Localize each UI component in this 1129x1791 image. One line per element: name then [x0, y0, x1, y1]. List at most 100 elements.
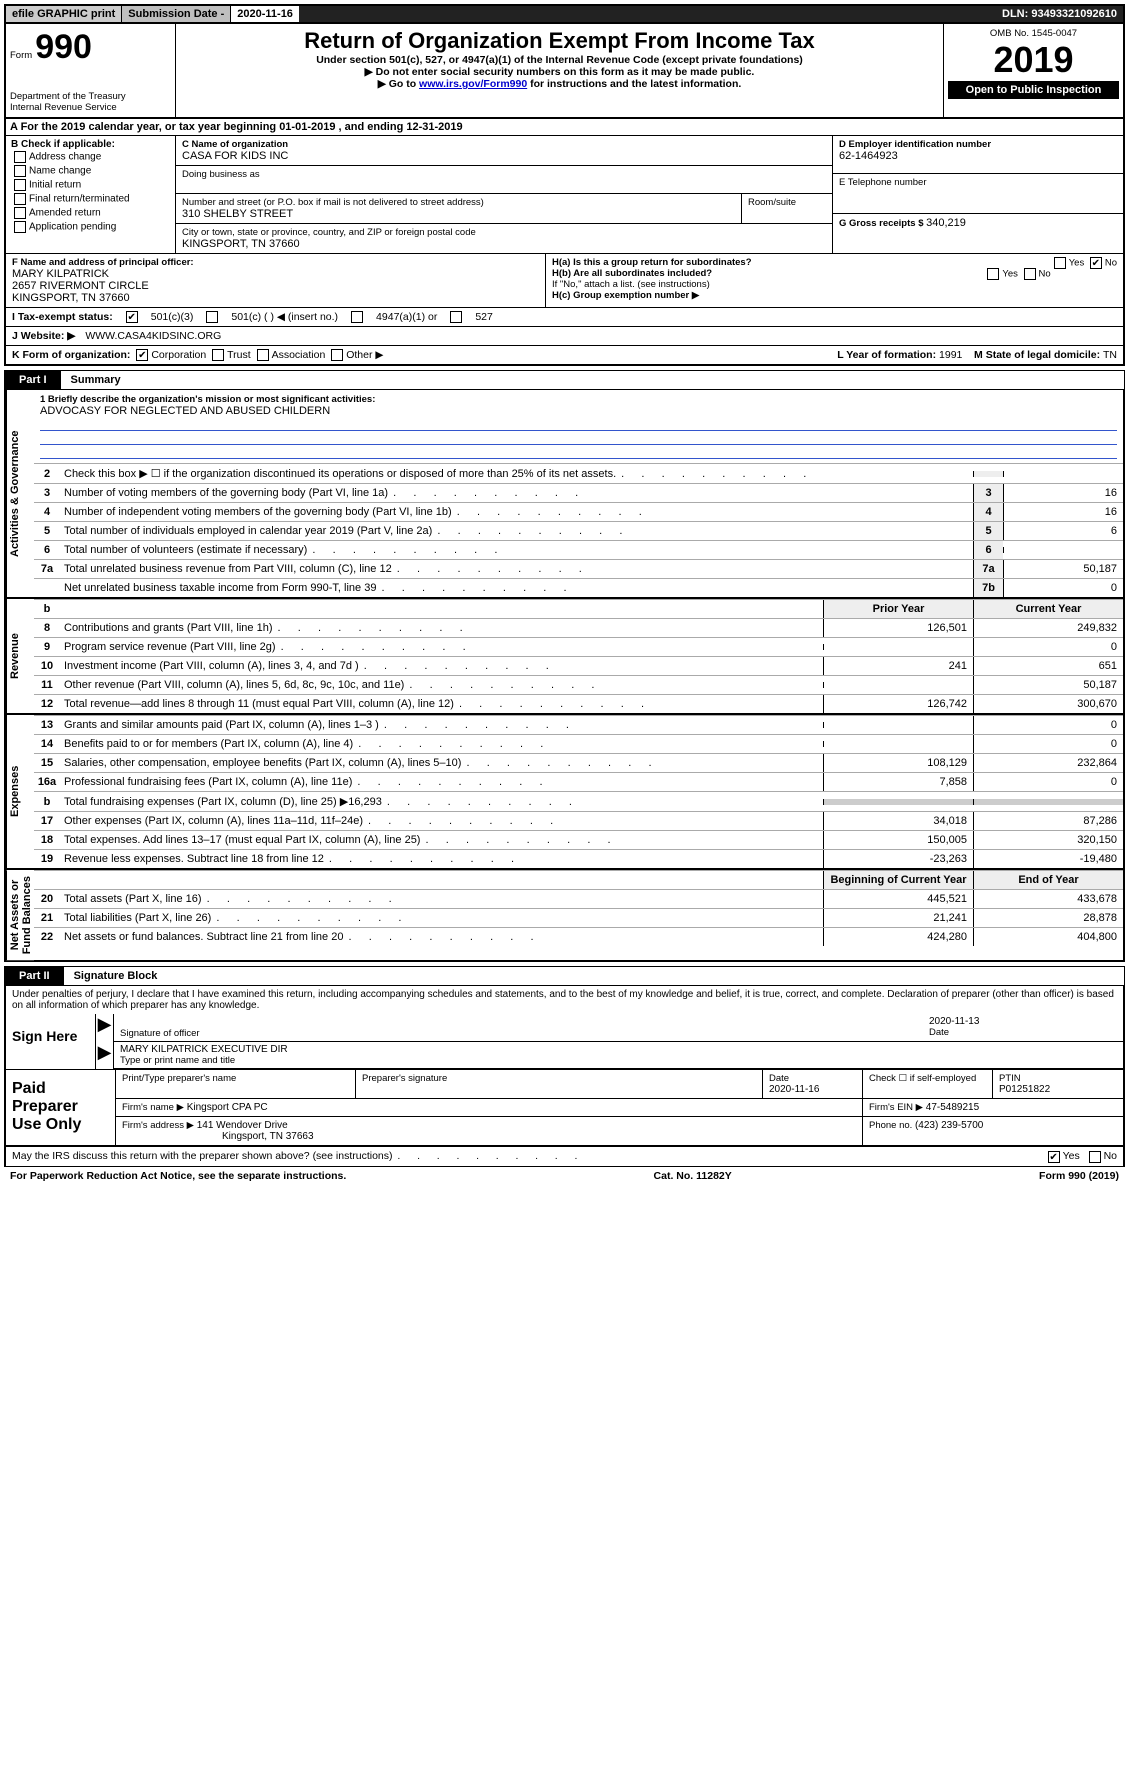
- sig-name-label: Type or print name and title: [120, 1055, 1117, 1066]
- status-label: I Tax-exempt status:: [12, 311, 113, 323]
- box-deg: D Employer identification number 62-1464…: [833, 136, 1123, 253]
- org-street: 310 SHELBY STREET: [182, 208, 735, 220]
- section-revenue: Revenue b Prior Year Current Year 8Contr…: [4, 599, 1125, 715]
- form-title: Return of Organization Exempt From Incom…: [180, 28, 939, 54]
- sign-here-block: Sign Here ▶ Signature of officer 2020-11…: [4, 1014, 1125, 1070]
- box-g-label: G Gross receipts $: [839, 218, 926, 229]
- opt-4947: 4947(a)(1) or: [376, 311, 437, 323]
- m-label: M State of legal domicile:: [974, 349, 1103, 361]
- sig-date-label: Date: [929, 1027, 1117, 1038]
- org-name: CASA FOR KIDS INC: [182, 150, 826, 162]
- box-b-label: B Check if applicable:: [11, 139, 170, 150]
- efile-label: efile GRAPHIC print: [6, 6, 121, 22]
- phone-label: Phone no.: [869, 1120, 915, 1131]
- section-governance: Activities & Governance 1 Briefly descri…: [4, 390, 1125, 599]
- submission-date-value: 2020-11-16: [230, 6, 299, 22]
- l-value: 1991: [939, 349, 962, 361]
- chk-final-return: Final return/terminated: [29, 194, 130, 205]
- data-line: 19Revenue less expenses. Subtract line 1…: [34, 849, 1123, 868]
- chk-501c3: [126, 311, 138, 323]
- data-line: 20Total assets (Part X, line 16)445,5214…: [34, 889, 1123, 908]
- data-line: 14Benefits paid to or for members (Part …: [34, 734, 1123, 753]
- box-f-label: F Name and address of principal officer:: [12, 257, 539, 268]
- website-value: WWW.CASA4KIDSINC.ORG: [85, 330, 221, 342]
- data-line: 21Total liabilities (Part X, line 26)21,…: [34, 908, 1123, 927]
- prep-h2: Preparer's signature: [362, 1073, 756, 1084]
- addr-label: Number and street (or P.O. box if mail i…: [182, 197, 735, 208]
- subtitle-1: Under section 501(c), 527, or 4947(a)(1)…: [180, 54, 939, 66]
- chk-initial-return: Initial return: [29, 180, 81, 191]
- gov-line: Net unrelated business taxable income fr…: [34, 578, 1123, 597]
- info-grid: B Check if applicable: Address change Na…: [4, 136, 1125, 254]
- part-i-header: Part I Summary: [4, 370, 1125, 390]
- firm-phone: (423) 239-5700: [915, 1120, 983, 1131]
- firm-label: Firm's name ▶: [122, 1102, 184, 1113]
- discuss-question: May the IRS discuss this return with the…: [12, 1150, 579, 1162]
- subtitle-3: ▶ Go to www.irs.gov/Form990 for instruct…: [180, 78, 939, 90]
- submission-date-label: Submission Date -: [121, 6, 230, 22]
- row-i-status: I Tax-exempt status: 501(c)(3) 501(c) ( …: [4, 308, 1125, 327]
- gov-line: 3Number of voting members of the governi…: [34, 483, 1123, 502]
- goto-prefix: ▶ Go to: [378, 78, 419, 90]
- open-to-public: Open to Public Inspection: [948, 81, 1119, 99]
- chk-name-change: Name change: [29, 166, 91, 177]
- data-line: 11Other revenue (Part VIII, column (A), …: [34, 675, 1123, 694]
- hdr-b: b: [34, 600, 60, 618]
- vlabel-expenses: Expenses: [6, 715, 34, 868]
- header-spacer: [299, 6, 996, 22]
- row-a-calendar: A For the 2019 calendar year, or tax yea…: [4, 119, 1125, 136]
- dln-prefix: DLN:: [1002, 8, 1031, 20]
- perjury-statement: Under penalties of perjury, I declare th…: [4, 986, 1125, 1014]
- part-i-tab: Part I: [5, 371, 61, 389]
- firm-addr1: 141 Wendover Drive: [197, 1120, 288, 1131]
- m-value: TN: [1103, 349, 1117, 361]
- row-klm: K Form of organization: Corporation Trus…: [4, 346, 1125, 366]
- h-a-label: H(a) Is this a group return for subordin…: [552, 257, 752, 268]
- chk-amended: Amended return: [29, 208, 101, 219]
- korg-other: Other ▶: [346, 349, 383, 361]
- vlabel-net-assets: Net Assets or Fund Balances: [6, 870, 34, 960]
- korg-corp: Corporation: [151, 349, 206, 361]
- website-label: J Website: ▶: [12, 330, 75, 342]
- part-ii-header: Part II Signature Block: [4, 966, 1125, 986]
- part-i-title: Summary: [61, 371, 131, 389]
- chk-discuss-yes: [1048, 1151, 1060, 1163]
- arrow-icon: ▶: [96, 1042, 114, 1069]
- firm-addr-label: Firm's address ▶: [122, 1120, 194, 1131]
- korg-assoc: Association: [272, 349, 326, 361]
- sig-officer-label: Signature of officer: [120, 1028, 917, 1039]
- section-expenses: Expenses 13Grants and similar amounts pa…: [4, 715, 1125, 870]
- irs-link[interactable]: www.irs.gov/Form990: [419, 78, 527, 90]
- l-label: L Year of formation:: [837, 349, 939, 361]
- city-label: City or town, state or province, country…: [182, 227, 826, 238]
- box-e-label: E Telephone number: [839, 177, 1117, 188]
- gov-line: 5Total number of individuals employed in…: [34, 521, 1123, 540]
- opt-527: 527: [475, 311, 493, 323]
- officer-city: KINGSPORT, TN 37660: [12, 292, 539, 304]
- korg-label: K Form of organization:: [12, 349, 130, 361]
- form-ref: Form 990 (2019): [1039, 1170, 1119, 1182]
- arrow-icon: ▶: [96, 1014, 114, 1042]
- irs-label: Internal Revenue Service: [10, 102, 171, 113]
- mission-text: ADVOCASY FOR NEGLECTED AND ABUSED CHILDE…: [40, 405, 1117, 417]
- chk-address-change: Address change: [29, 152, 101, 163]
- dln-label: DLN: 93493321092610: [996, 6, 1123, 22]
- data-line: bTotal fundraising expenses (Part IX, co…: [34, 791, 1123, 811]
- h-a-yes: Yes: [1069, 258, 1085, 269]
- prep-ptin: P01251822: [999, 1084, 1117, 1095]
- section-net-assets: Net Assets or Fund Balances Beginning of…: [4, 870, 1125, 962]
- vlabel-governance: Activities & Governance: [6, 390, 34, 597]
- discuss-no: No: [1104, 1150, 1117, 1162]
- gross-receipts: 340,219: [926, 217, 966, 229]
- sig-name: MARY KILPATRICK EXECUTIVE DIR: [120, 1044, 1117, 1055]
- opt-501c-other: 501(c) ( ) ◀ (insert no.): [231, 311, 338, 323]
- sign-here-label: Sign Here: [6, 1014, 96, 1069]
- dept-treasury: Department of the Treasury: [10, 91, 171, 102]
- two-col-header: b Prior Year Current Year: [34, 599, 1123, 618]
- na-header: Beginning of Current Year End of Year: [34, 870, 1123, 889]
- prep-date: 2020-11-16: [769, 1084, 856, 1095]
- data-line: 9Program service revenue (Part VIII, lin…: [34, 637, 1123, 656]
- mission-label: 1 Briefly describe the organization's mi…: [40, 394, 1117, 405]
- row-fh: F Name and address of principal officer:…: [4, 254, 1125, 308]
- discuss-yes: Yes: [1063, 1150, 1080, 1162]
